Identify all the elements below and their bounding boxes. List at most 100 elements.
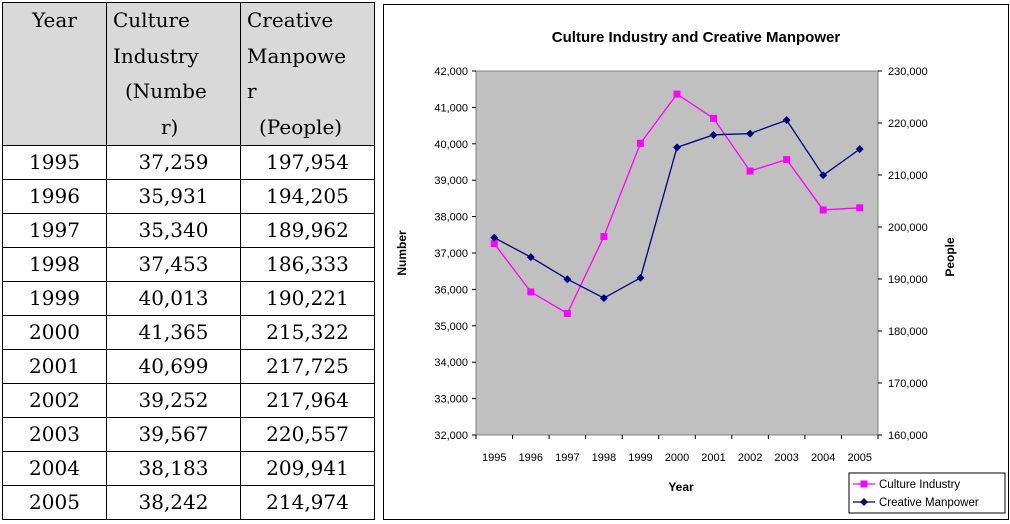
legend-entry: Creative Manpower (879, 497, 979, 509)
cell-creative-manpower: 217,964 (240, 383, 375, 418)
table-row: 2005 38,242 214,974 (2, 485, 375, 520)
data-point (819, 206, 827, 214)
x-tick-label: 2004 (811, 452, 835, 464)
cell-year: 2005 (2, 485, 107, 520)
y-tick-label: 34,000 (434, 357, 468, 369)
data-point (563, 309, 571, 317)
data-point (636, 139, 644, 147)
header-line: r) (161, 114, 179, 139)
data-point (819, 171, 828, 180)
x-tick-label: 2001 (701, 452, 725, 464)
data-point (490, 240, 498, 248)
chart-title: Culture Industry and Creative Manpower (552, 29, 841, 46)
table-row: 2004 38,183 209,941 (2, 451, 375, 486)
cell-year: 1997 (2, 213, 107, 248)
data-point (526, 253, 535, 262)
cell-culture-industry: 35,340 (106, 213, 241, 248)
cell-creative-manpower: 186,333 (240, 247, 375, 282)
y-tick-label: 36,000 (434, 284, 468, 296)
data-point (746, 167, 754, 175)
y2-tick-label: 160,000 (888, 430, 928, 442)
x-tick-label: 1995 (482, 452, 506, 464)
data-point (782, 116, 791, 125)
data-point (599, 294, 608, 303)
cell-year: 2000 (2, 315, 107, 350)
cell-year: 2002 (2, 383, 107, 418)
cell-year: 1998 (2, 247, 107, 282)
header-line: Manpowe (247, 43, 347, 68)
y-tick-label: 41,000 (434, 102, 468, 114)
table-row: 1997 35,340 189,962 (2, 213, 375, 248)
cell-year: 1999 (2, 281, 107, 316)
plot-area (475, 70, 879, 436)
data-point (527, 288, 535, 296)
header-culture-industry: Culture Industry (Numbe r) (106, 2, 241, 146)
cell-creative-manpower: 190,221 (240, 281, 375, 316)
header-line: Industry (113, 43, 199, 68)
y-axis-label-left: Number (395, 230, 409, 276)
cell-creative-manpower: 214,974 (240, 485, 375, 520)
cell-culture-industry: 39,252 (106, 383, 241, 418)
legend-box (848, 472, 1006, 514)
cell-creative-manpower: 215,322 (240, 315, 375, 350)
x-tick-label: 1998 (592, 452, 616, 464)
table-row: 1996 35,931 194,205 (2, 179, 375, 214)
table-row: 2000 41,365 215,322 (2, 315, 375, 350)
cell-culture-industry: 39,567 (106, 417, 241, 452)
y-tick-label: 37,000 (434, 248, 468, 260)
header-line: Year (32, 8, 77, 32)
cell-culture-industry: 38,183 (106, 451, 241, 486)
data-point (490, 233, 499, 242)
x-tick-label: 2000 (665, 452, 689, 464)
cell-creative-manpower: 197,954 (240, 145, 375, 180)
data-point (563, 275, 572, 284)
y2-tick-label: 200,000 (888, 222, 928, 234)
header-line: (Numbe (125, 79, 207, 103)
data-point (709, 130, 718, 139)
y-axis-label-right: People (943, 237, 957, 277)
y2-tick-label: 220,000 (888, 118, 928, 130)
x-tick-label: 1996 (519, 452, 543, 464)
data-point (600, 233, 608, 241)
cell-year: 2003 (2, 417, 107, 452)
cell-culture-industry: 37,453 (106, 247, 241, 282)
data-point (783, 156, 791, 164)
data-point (856, 204, 864, 212)
cell-culture-industry: 40,699 (106, 349, 241, 384)
cell-culture-industry: 41,365 (106, 315, 241, 350)
header-line: r (247, 79, 257, 103)
y-tick-label: 32,000 (434, 430, 468, 442)
y-tick-label: 38,000 (434, 212, 468, 224)
data-point (673, 90, 681, 98)
y2-tick-label: 170,000 (888, 378, 928, 390)
data-point (746, 129, 755, 138)
header-year: Year (2, 2, 107, 146)
legend-marker (860, 498, 868, 506)
header-creative-manpower: Creative Manpowe r (People) (240, 2, 375, 146)
y2-tick-label: 230,000 (888, 66, 928, 78)
cell-culture-industry: 40,013 (106, 281, 241, 316)
cell-creative-manpower: 194,205 (240, 179, 375, 214)
data-table: Year Culture Industry (Numbe r) Creative Man… (2, 2, 375, 520)
table-header-row: Year Culture Industry (Numbe r) Creative Man… (2, 2, 375, 146)
x-tick-label: 1997 (555, 452, 579, 464)
cell-year: 2001 (2, 349, 107, 384)
x-tick-label: 2003 (774, 452, 798, 464)
table-row: 1995 37,259 197,954 (2, 145, 375, 180)
y2-tick-label: 190,000 (888, 274, 928, 286)
header-line: Creative (247, 8, 334, 32)
y2-tick-label: 180,000 (888, 326, 928, 338)
cell-creative-manpower: 220,557 (240, 417, 375, 452)
cell-year: 1996 (2, 179, 107, 214)
table-row: 2001 40,699 217,725 (2, 349, 375, 384)
cell-year: 1995 (2, 145, 107, 180)
cell-culture-industry: 35,931 (106, 179, 241, 214)
legend-marker (860, 480, 868, 488)
y-tick-label: 42,000 (434, 66, 468, 78)
cell-creative-manpower: 209,941 (240, 451, 375, 486)
y-tick-label: 33,000 (434, 394, 468, 406)
data-point (710, 114, 718, 122)
data-point (673, 143, 681, 152)
data-point (855, 145, 864, 154)
header-line: (People) (259, 114, 343, 139)
